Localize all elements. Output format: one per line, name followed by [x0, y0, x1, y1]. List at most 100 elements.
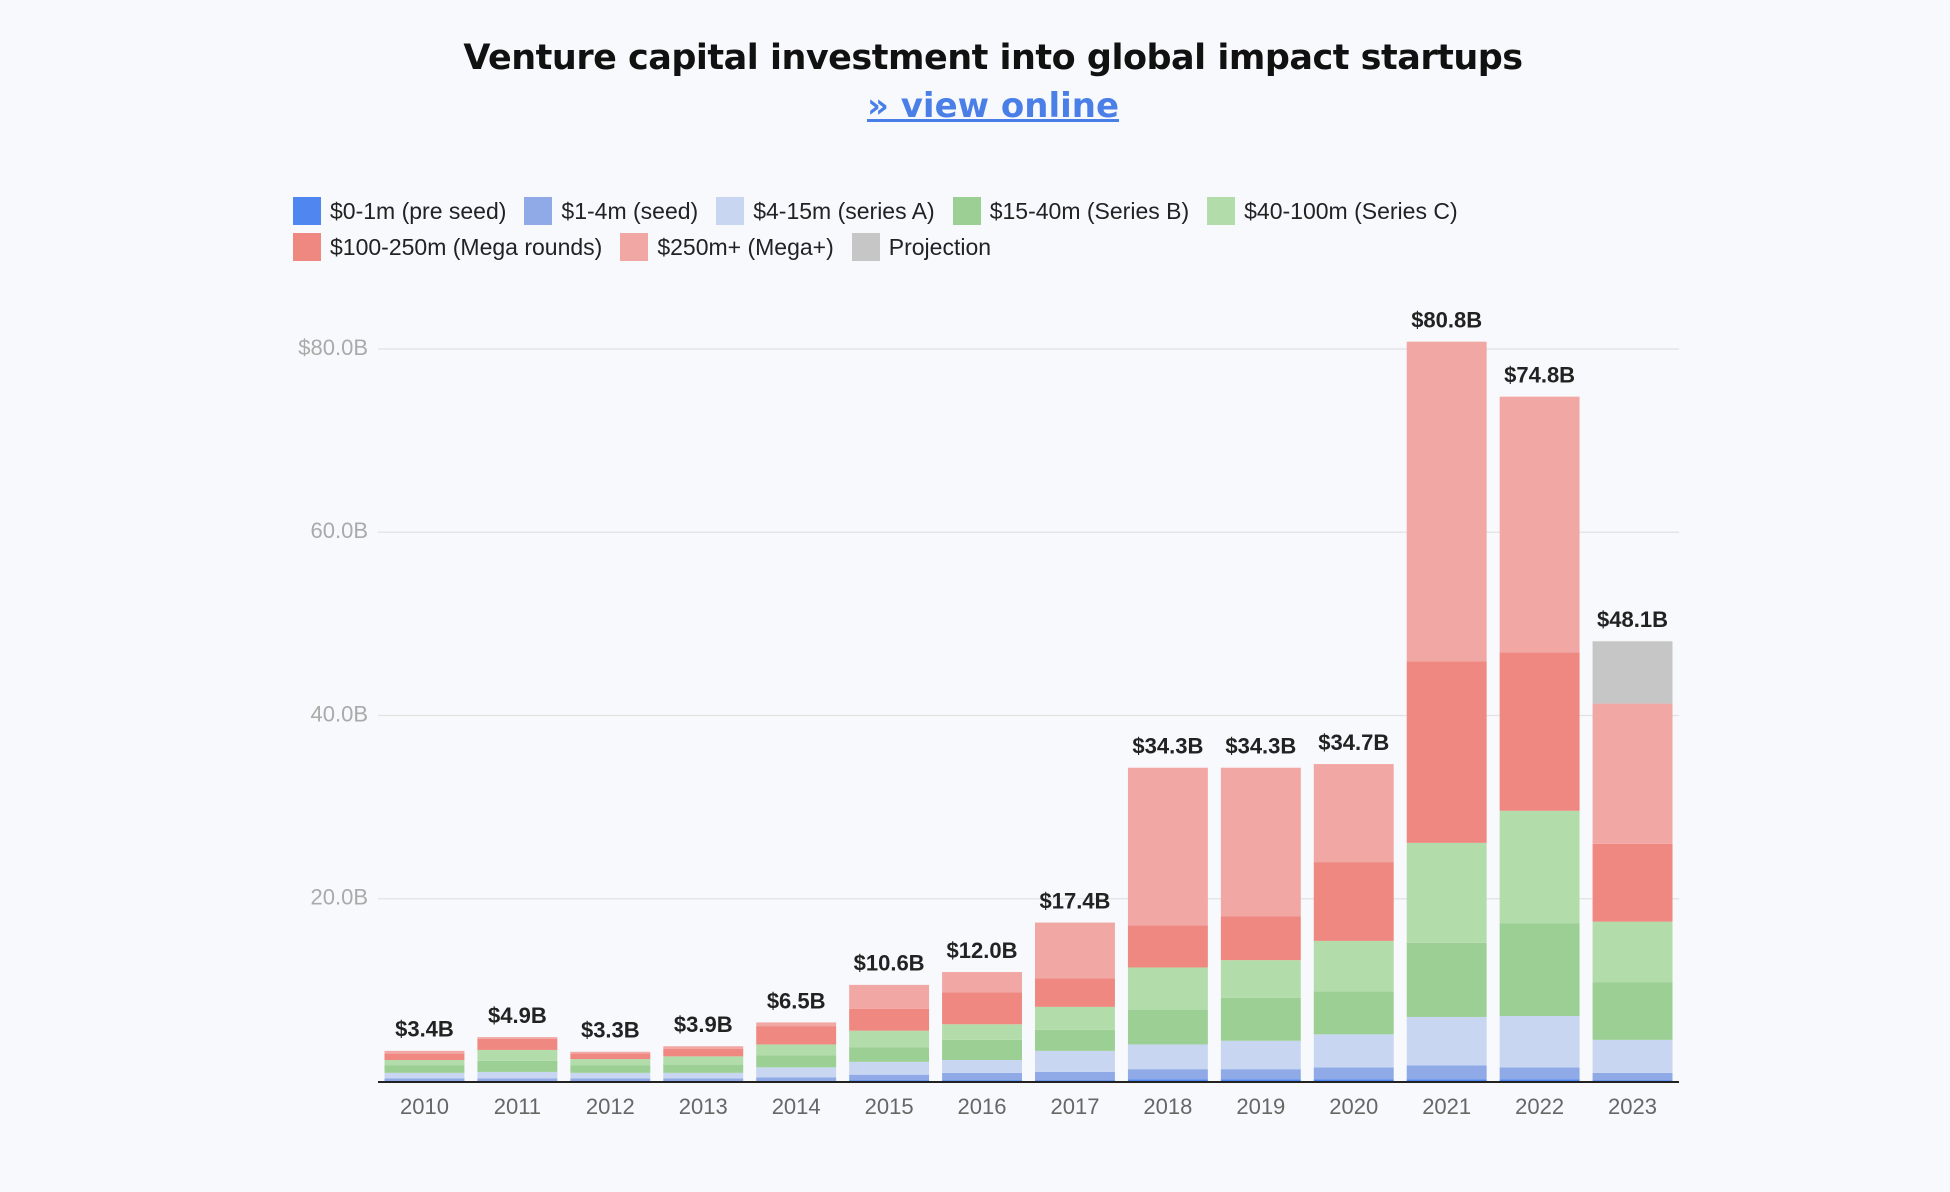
- bar-segment: [1220, 1069, 1301, 1080]
- bar-segment: [942, 992, 1022, 1025]
- bar-segment: [384, 1050, 465, 1054]
- bar-segment: [1406, 661, 1487, 843]
- total-label: $3.9B: [674, 1012, 733, 1037]
- x-tick-label: 2018: [1143, 1094, 1192, 1119]
- legend-item[interactable]: $0-1m (pre seed): [293, 197, 506, 225]
- legend-swatch: [293, 233, 321, 261]
- bar-segment: [1499, 1067, 1580, 1080]
- bar-segment: [756, 1044, 837, 1056]
- bar-segment: [477, 1071, 558, 1079]
- legend-item[interactable]: $4-15m (series A): [716, 197, 935, 225]
- bar-segment: [942, 1072, 1022, 1081]
- bar-segment: [1313, 1067, 1394, 1080]
- legend-label: $1-4m (seed): [561, 197, 699, 224]
- total-label: $34.3B: [1132, 734, 1203, 759]
- bar-segment: [849, 1030, 930, 1048]
- x-tick-label: 2015: [865, 1094, 914, 1119]
- legend-label: Projection: [888, 233, 992, 260]
- bar-segment: [1127, 767, 1208, 926]
- bar-segment: [1127, 1069, 1208, 1080]
- bar-segment: [1592, 641, 1673, 704]
- bar-segment: [1406, 1079, 1487, 1082]
- bar-segment: [1220, 916, 1301, 961]
- bar-segment: [1499, 396, 1580, 653]
- bar-segment: [1592, 1039, 1673, 1073]
- x-tick-label: 2013: [679, 1094, 728, 1119]
- bar-segment: [756, 1022, 837, 1027]
- total-label: $3.3B: [581, 1018, 640, 1043]
- view-online-link[interactable]: » view online: [866, 86, 1120, 126]
- total-label: $34.7B: [1318, 730, 1389, 755]
- bar-segment: [570, 1065, 651, 1073]
- y-tick-label: 40.0B: [311, 701, 369, 726]
- total-label: $48.1B: [1597, 607, 1668, 632]
- legend-item[interactable]: $250m+ (Mega+): [620, 233, 834, 261]
- total-label: $17.4B: [1039, 888, 1110, 913]
- bar-segment: [1035, 1006, 1115, 1030]
- legend-item[interactable]: Projection: [851, 233, 992, 261]
- bar-segment: [1406, 842, 1487, 943]
- x-tick-label: 2023: [1608, 1094, 1657, 1119]
- y-tick-label: $80.0B: [298, 335, 368, 360]
- bar-segment: [1313, 940, 1394, 992]
- legend-swatch: [524, 197, 553, 225]
- bar-segment: [663, 1046, 744, 1050]
- bar-segment: [942, 1060, 1022, 1073]
- bar-segment: [849, 1047, 930, 1062]
- legend-item[interactable]: $15-40m (Series B): [952, 197, 1190, 225]
- x-tick-label: 2022: [1515, 1094, 1564, 1119]
- bar-segment: [1127, 1044, 1208, 1070]
- legend-label: $4-15m (series A): [753, 197, 935, 224]
- total-label: $12.0B: [947, 938, 1018, 963]
- x-tick-label: 2019: [1236, 1094, 1285, 1119]
- x-tick-label: 2010: [400, 1094, 449, 1119]
- bar-segment: [1406, 1065, 1487, 1080]
- bar-segment: [663, 1064, 744, 1073]
- bar-segment: [570, 1053, 651, 1060]
- total-label: $34.3B: [1225, 734, 1296, 759]
- bar-segment: [1406, 341, 1487, 662]
- legend-label: $40-100m (Series C): [1244, 197, 1458, 224]
- legend-item[interactable]: $100-250m (Mega rounds): [293, 233, 602, 261]
- bar-segment: [849, 1074, 930, 1081]
- bar-segment: [384, 1078, 465, 1082]
- bar-segment: [477, 1078, 558, 1082]
- bar-segment: [1035, 1071, 1115, 1081]
- bar-segment: [663, 1078, 744, 1082]
- bar-segment: [663, 1056, 744, 1065]
- x-tick-label: 2014: [772, 1094, 821, 1119]
- bar-segment: [1313, 764, 1394, 863]
- bar-segment: [663, 1049, 744, 1057]
- total-label: $80.8B: [1411, 307, 1482, 332]
- legend-item[interactable]: $40-100m (Series C): [1207, 197, 1458, 225]
- bar-segment: [477, 1037, 558, 1039]
- bar-segment: [570, 1059, 651, 1066]
- bar-segment: [1592, 982, 1673, 1040]
- bar-segment: [570, 1051, 651, 1054]
- bar-segment: [1499, 1079, 1580, 1082]
- bar-segment: [1035, 978, 1115, 1007]
- bar-segment: [1313, 862, 1394, 941]
- y-tick-label: 20.0B: [311, 885, 369, 910]
- bar-segment: [1035, 1029, 1115, 1051]
- legend-label: $100-250m (Mega rounds): [330, 233, 603, 260]
- legend-swatch: [620, 233, 649, 261]
- bar-segment: [849, 984, 930, 1009]
- legend-item[interactable]: $1-4m (seed): [524, 197, 698, 225]
- bar-segment: [1313, 1034, 1394, 1068]
- bar-segment: [756, 1026, 837, 1045]
- bar-segment: [1313, 1079, 1394, 1082]
- bar-segment: [384, 1072, 465, 1079]
- bar-segment: [384, 1053, 465, 1061]
- bar-segment: [1592, 843, 1673, 922]
- legend: $0-1m (pre seed) $1-4m (seed) $4-15m (seri…: [293, 197, 1593, 261]
- bar-segment: [1220, 997, 1301, 1041]
- bar-segment: [942, 972, 1022, 993]
- bar-segment: [384, 1065, 465, 1073]
- legend-label: $15-40m (Series B): [989, 197, 1190, 224]
- bar-segment: [570, 1078, 651, 1082]
- x-tick-label: 2021: [1422, 1094, 1471, 1119]
- bar-segment: [756, 1077, 837, 1082]
- bar-segment: [1592, 921, 1673, 983]
